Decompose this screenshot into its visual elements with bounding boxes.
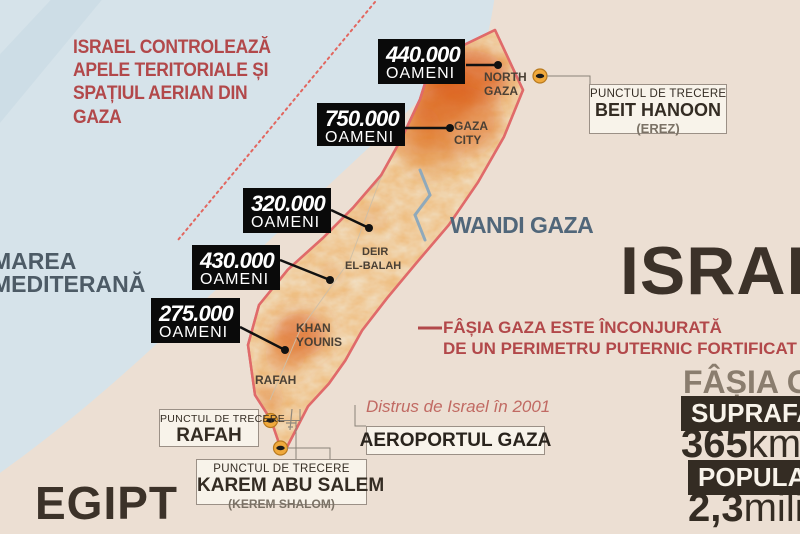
svg-text:NORTH: NORTH <box>484 70 527 84</box>
svg-text:WANDI GAZA: WANDI GAZA <box>450 212 593 238</box>
svg-text:KHAN: KHAN <box>296 321 331 335</box>
svg-text:EL-BALAH: EL-BALAH <box>345 260 401 272</box>
svg-text:GAZA: GAZA <box>454 119 488 133</box>
svg-text:CITY: CITY <box>454 133 481 147</box>
svg-text:GAZA: GAZA <box>484 84 518 98</box>
svg-text:RAFAH: RAFAH <box>255 373 296 387</box>
svg-text:DEIR: DEIR <box>362 246 388 258</box>
svg-text:YOUNIS: YOUNIS <box>296 335 342 349</box>
